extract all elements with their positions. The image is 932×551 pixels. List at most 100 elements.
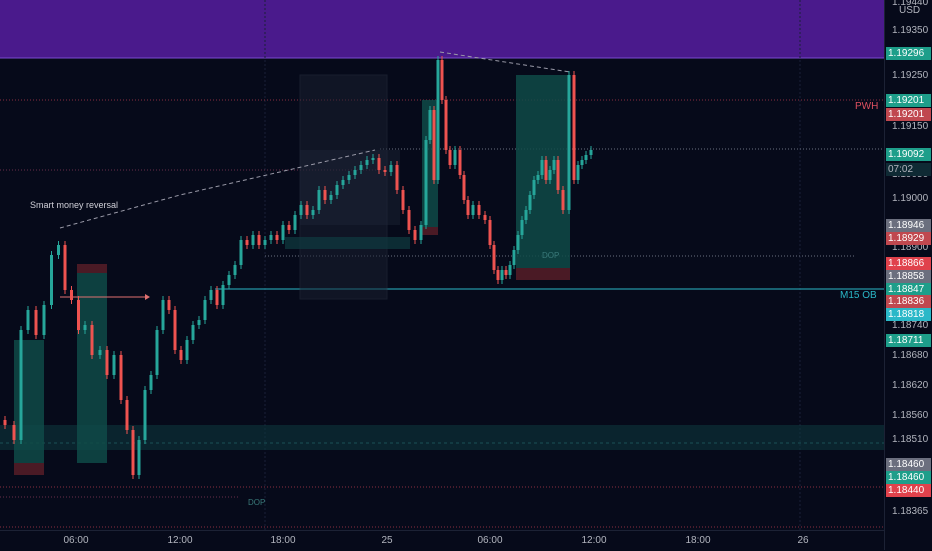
candle-body (251, 235, 255, 245)
candle-body (453, 150, 457, 165)
candle-body (311, 210, 315, 215)
demand-zone (0, 425, 884, 450)
candle-body (125, 400, 129, 430)
candles (3, 56, 593, 479)
price-tag: 1.18929 (886, 232, 931, 245)
candle-body (323, 190, 327, 200)
candle-body (245, 240, 249, 245)
candle-body (448, 150, 452, 165)
price-tick: 1.18900 (892, 242, 929, 253)
position-box (77, 273, 107, 463)
currency-label: USD (899, 5, 921, 16)
candle-body (197, 320, 201, 325)
candle-body (173, 310, 177, 350)
candle-body (508, 265, 512, 275)
price-tag: 1.18440 (886, 484, 931, 497)
price-tag: 1.18836 (886, 295, 931, 308)
stop-box (14, 463, 44, 475)
time-tick: 18:00 (270, 535, 296, 546)
price-tick: 1.19150 (892, 121, 929, 132)
candle-body (540, 160, 544, 175)
price-tick: 1.19440 (892, 0, 929, 8)
dop-label: DOP (542, 251, 560, 260)
candle-body (105, 350, 109, 375)
candle-body (589, 150, 593, 155)
price-tick: 1.18365 (892, 506, 929, 517)
candle-body (329, 195, 333, 200)
candle-body (63, 245, 67, 290)
stop-box (516, 268, 570, 280)
candle-body (239, 240, 243, 265)
candle-body (275, 235, 279, 240)
price-tag: 07:02 (886, 163, 931, 176)
candle-body (287, 225, 291, 230)
range-box (300, 150, 400, 225)
candle-body (471, 205, 475, 215)
price-tick: 1.18740 (892, 320, 929, 331)
candle-body (143, 390, 147, 440)
candle-body (257, 235, 261, 245)
candle-body (395, 165, 399, 190)
candle-body (119, 355, 123, 400)
price-tag: 1.19201 (886, 94, 931, 107)
candle-body (221, 285, 225, 305)
candle-body (185, 340, 189, 360)
candle-body (436, 60, 440, 180)
candle-body (353, 170, 357, 175)
time-tick: 12:00 (167, 535, 193, 546)
price-tick: 1.18680 (892, 350, 929, 361)
candle-body (548, 170, 552, 180)
candle-body (552, 160, 556, 170)
candle-body (209, 290, 213, 300)
candle-body (281, 225, 285, 240)
candle-body (504, 270, 508, 275)
candle-body (299, 205, 303, 215)
time-tick: 25 (381, 535, 393, 546)
range-box (285, 237, 410, 249)
price-tick: 1.18620 (892, 380, 929, 391)
candle-body (293, 215, 297, 230)
candle-body (512, 250, 516, 265)
candle-body (462, 175, 466, 200)
stop-box (77, 264, 107, 273)
candle-body (191, 325, 195, 340)
candle-body (161, 300, 165, 330)
candle-body (12, 425, 16, 440)
supply-zone (0, 0, 884, 58)
candle-body (19, 330, 23, 440)
price-tick: 1.19350 (892, 25, 929, 36)
time-tick: 18:00 (685, 535, 711, 546)
candle-body (34, 310, 38, 335)
candle-body (389, 165, 393, 172)
time-tick: 06:00 (477, 535, 503, 546)
time-axis[interactable] (0, 530, 884, 551)
candle-body (528, 195, 532, 210)
m15-ob-label: M15 OB (840, 290, 877, 301)
candle-body (413, 230, 417, 240)
candle-body (572, 75, 576, 180)
candle-body (359, 165, 363, 170)
price-chart[interactable] (0, 0, 884, 550)
candle-body (532, 180, 536, 195)
candle-body (544, 160, 548, 180)
candle-body (580, 160, 584, 165)
candle-body (536, 175, 540, 180)
candle-body (488, 220, 492, 245)
time-tick: 26 (797, 535, 809, 546)
candle-body (70, 290, 73, 300)
price-tick: 1.19250 (892, 70, 929, 81)
candle-body (26, 310, 30, 330)
candle-body (444, 100, 448, 150)
candle-body (167, 300, 171, 310)
stop-box (422, 227, 438, 235)
price-tag: 1.19092 (886, 148, 931, 161)
candle-body (341, 180, 345, 185)
candle-body (424, 140, 428, 225)
candle-body (440, 60, 444, 100)
candle-body (112, 355, 116, 375)
candle-body (496, 270, 500, 280)
candle-body (263, 240, 267, 245)
trend-line (439, 51, 571, 73)
candle-body (377, 158, 381, 170)
